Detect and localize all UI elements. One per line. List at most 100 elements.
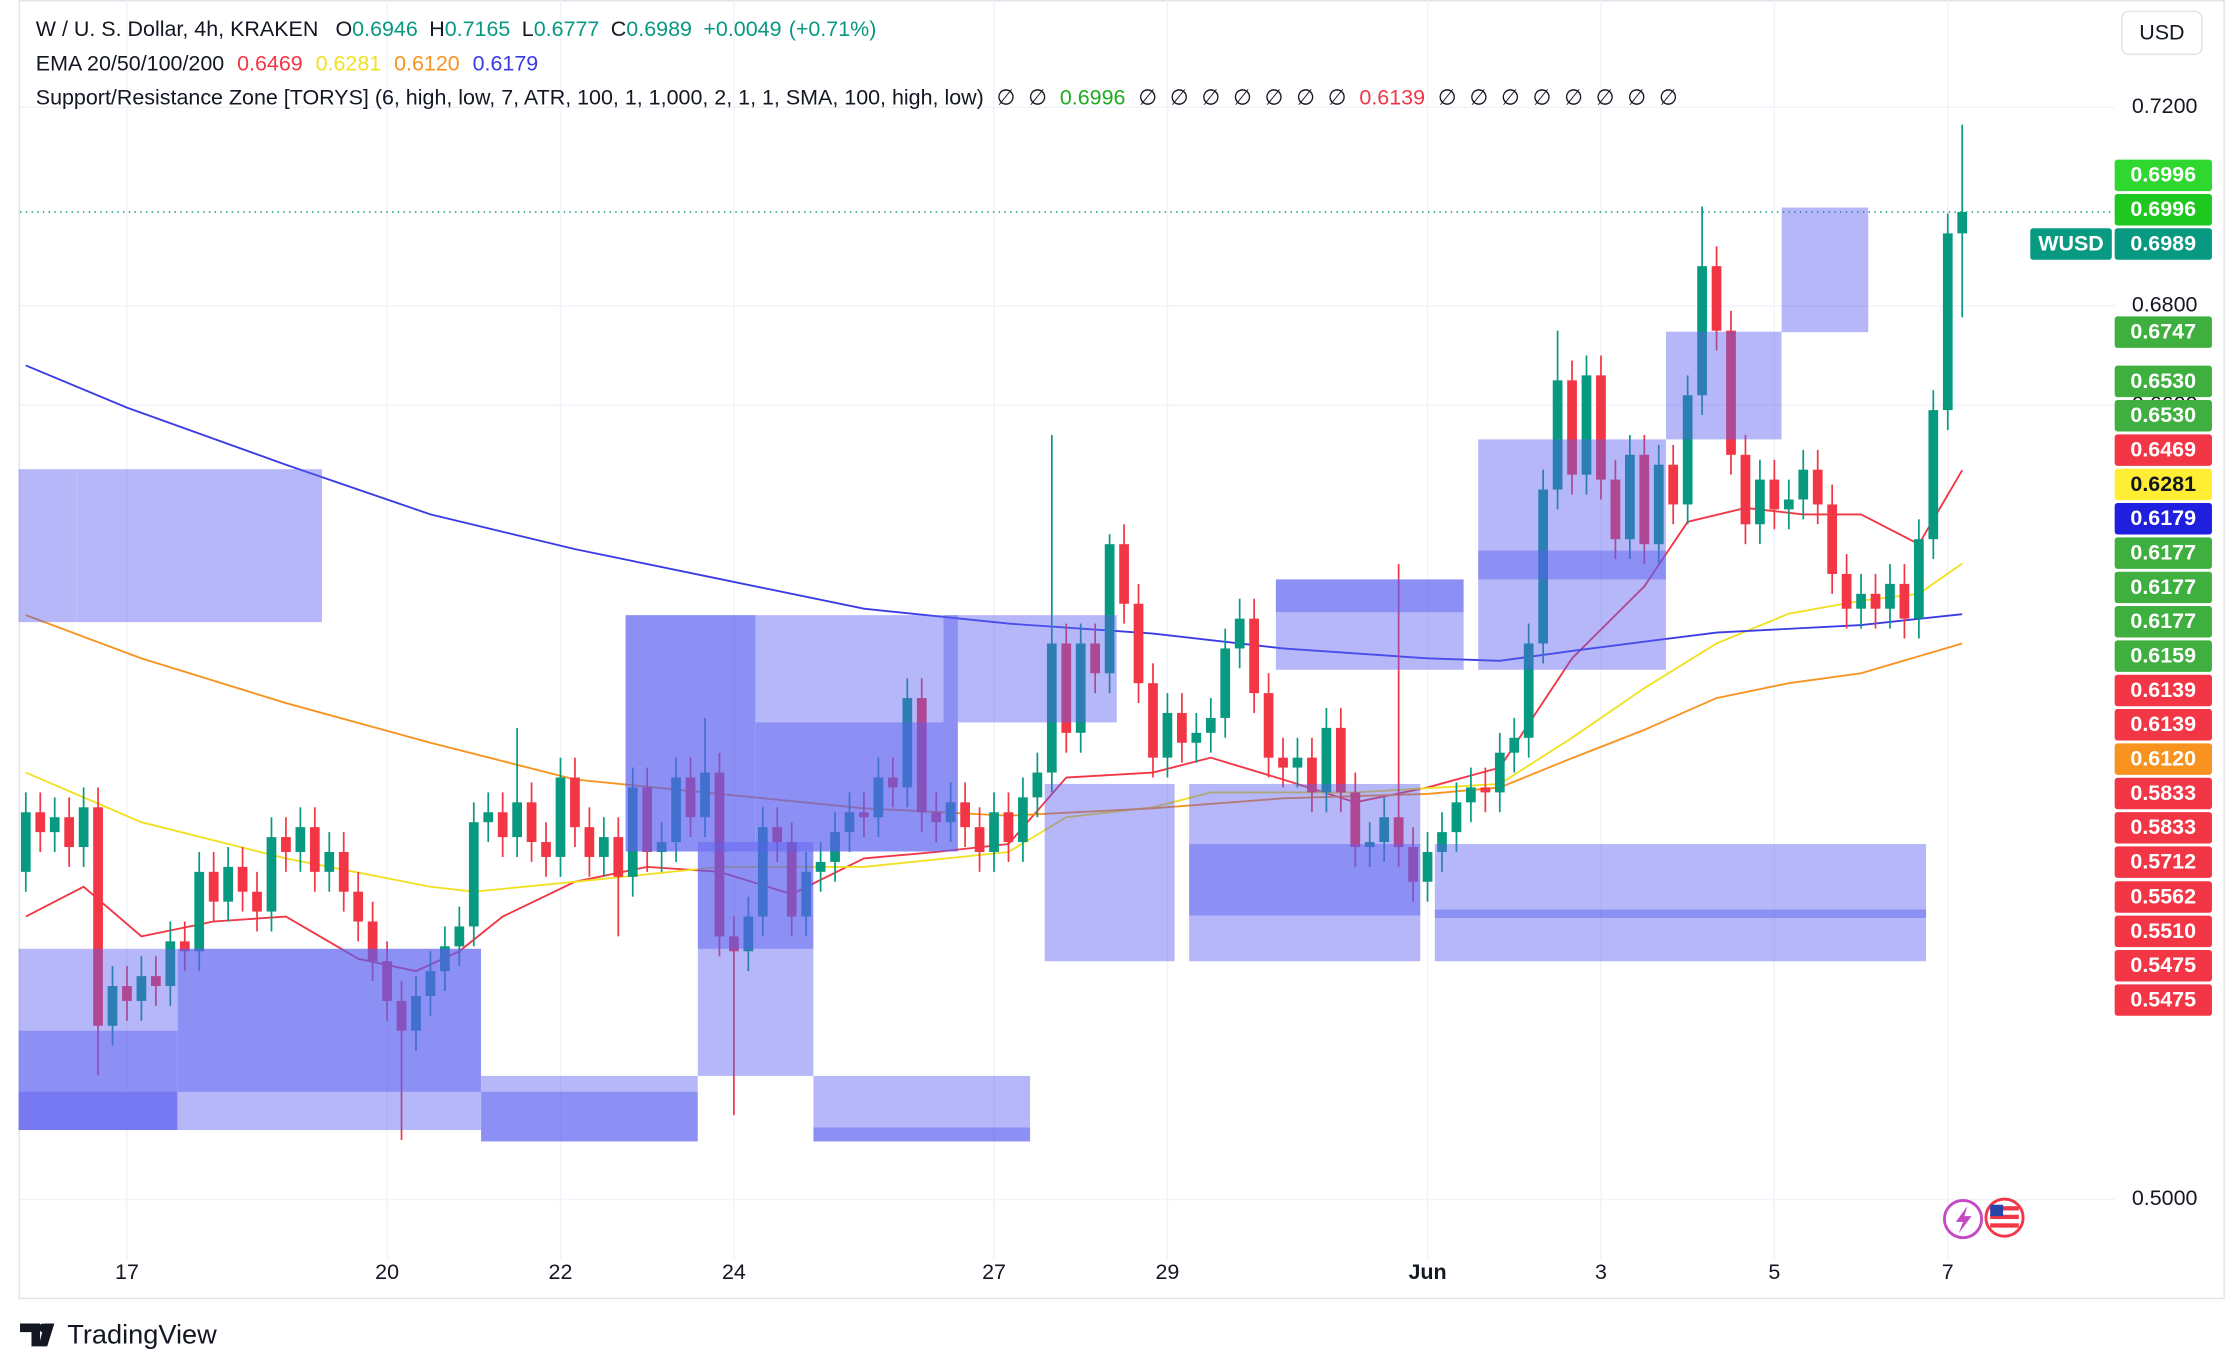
sr-value: 0.6139 bbox=[1359, 85, 1425, 109]
x-tick-label: 3 bbox=[1595, 1260, 1607, 1284]
candle-body bbox=[743, 916, 754, 952]
candle-body bbox=[1177, 712, 1187, 743]
candle-body bbox=[1234, 618, 1245, 649]
sr-value: ∅ bbox=[1596, 85, 1615, 109]
candle-body bbox=[1335, 727, 1346, 793]
candle-body bbox=[873, 777, 884, 818]
candle-body bbox=[1668, 464, 1679, 505]
candle-body bbox=[1899, 583, 1910, 619]
candle-body bbox=[555, 777, 566, 857]
price-tag bbox=[2114, 228, 2212, 260]
candle-body bbox=[223, 866, 233, 902]
sr-value: ∅ bbox=[1233, 85, 1252, 109]
ema-value: 0.6120 bbox=[394, 51, 460, 75]
sr-zone bbox=[697, 851, 814, 1076]
candle-body bbox=[1827, 504, 1838, 574]
candle-body bbox=[1538, 489, 1549, 644]
candle-body bbox=[1856, 593, 1866, 609]
sr-zone bbox=[177, 948, 481, 1131]
legend-line: EMA 20/50/100/200 0.6469 0.6281 0.6120 0.617… bbox=[36, 51, 538, 75]
candle-body bbox=[685, 777, 696, 818]
price-tag bbox=[2114, 881, 2212, 913]
candle-body bbox=[1263, 693, 1274, 758]
candle-body bbox=[1480, 787, 1491, 793]
price-tag-label: 0.6177 bbox=[2130, 540, 2196, 564]
candle-body bbox=[64, 817, 75, 848]
candle-body bbox=[295, 827, 306, 852]
price-tag-label: 0.5510 bbox=[2130, 919, 2196, 943]
candle-body bbox=[815, 861, 826, 872]
candle-body bbox=[729, 936, 739, 952]
sr-zone bbox=[481, 1075, 698, 1142]
candle-body bbox=[512, 802, 523, 838]
candle-body bbox=[165, 941, 176, 987]
sr-zone bbox=[76, 469, 322, 623]
event-icons[interactable] bbox=[1942, 1197, 2025, 1240]
flag-stripe bbox=[1990, 1206, 2019, 1211]
candle-body bbox=[671, 777, 681, 843]
candle-body bbox=[945, 802, 956, 823]
candle-body bbox=[1220, 648, 1231, 718]
brand[interactable]: TradingView bbox=[20, 1319, 217, 1350]
price-tag-label: 0.6469 bbox=[2130, 437, 2196, 461]
brand-logo-dot bbox=[38, 1323, 48, 1333]
legend-line: W / U. S. Dollar, 4h, KRAKEN O0.6946 H0.71… bbox=[36, 17, 877, 41]
candle-body bbox=[1046, 643, 1057, 773]
price-tag-label: 0.6747 bbox=[2130, 320, 2196, 344]
price-tag-label: 0.5712 bbox=[2130, 850, 2196, 874]
sr-zone bbox=[813, 1075, 1031, 1142]
candle-body bbox=[541, 842, 551, 857]
candle-body bbox=[974, 827, 985, 852]
candle-body bbox=[801, 871, 812, 917]
price-tag bbox=[2114, 193, 2212, 226]
candle-body bbox=[1942, 233, 1953, 411]
candle-body bbox=[584, 827, 595, 857]
price-tag bbox=[2114, 468, 2212, 501]
candle-body bbox=[1596, 375, 1606, 480]
x-tick-label: 20 bbox=[375, 1260, 399, 1284]
candle-body bbox=[1914, 539, 1924, 619]
candle-body bbox=[526, 802, 537, 843]
ohlc-value: 0.6946 bbox=[352, 17, 418, 41]
candle-body bbox=[887, 777, 898, 788]
candle-body bbox=[338, 851, 349, 892]
candle-body bbox=[382, 961, 392, 1001]
candle-body bbox=[1812, 469, 1823, 505]
candle-body bbox=[1032, 772, 1043, 798]
ema-value: 0.6281 bbox=[316, 51, 382, 75]
sr-zone bbox=[1781, 207, 1869, 333]
ema-title: EMA 20/50/100/200 bbox=[36, 51, 225, 75]
candle-body bbox=[1003, 812, 1014, 843]
sr-zone bbox=[177, 948, 481, 1092]
price-tag bbox=[2114, 984, 2212, 1016]
ohlc-letter: L bbox=[522, 17, 534, 41]
sr-value: ∅ bbox=[1201, 85, 1220, 109]
grid-layer bbox=[20, 0, 2115, 1260]
price-tag-label: 0.6996 bbox=[2130, 197, 2196, 221]
price-tag-label: 0.5833 bbox=[2130, 781, 2196, 805]
ohlc-value: 0.6989 bbox=[626, 17, 692, 41]
x-tick-label: Jun bbox=[1408, 1260, 1446, 1284]
candle-body bbox=[1726, 330, 1736, 455]
candle-body bbox=[266, 837, 277, 912]
flag-canton bbox=[1990, 1204, 2004, 1217]
sr-zone bbox=[755, 615, 958, 852]
candle-body bbox=[35, 812, 46, 833]
price-tag bbox=[2114, 640, 2212, 672]
candle-body bbox=[1249, 618, 1259, 694]
candle-body bbox=[830, 832, 840, 862]
candle-body bbox=[1018, 797, 1028, 843]
ema-line bbox=[25, 614, 1963, 817]
sr-zone bbox=[18, 469, 77, 623]
candle-body bbox=[49, 817, 60, 833]
x-tick-label: 29 bbox=[1155, 1260, 1179, 1284]
candle-layer bbox=[20, 124, 2115, 1140]
candle-body bbox=[1321, 727, 1332, 793]
currency-button[interactable] bbox=[2121, 10, 2203, 56]
candle-body bbox=[1133, 603, 1144, 684]
price-tag bbox=[2114, 743, 2212, 775]
candle-body bbox=[1350, 792, 1361, 848]
candle-body bbox=[1162, 712, 1173, 758]
candle-body bbox=[598, 837, 609, 857]
